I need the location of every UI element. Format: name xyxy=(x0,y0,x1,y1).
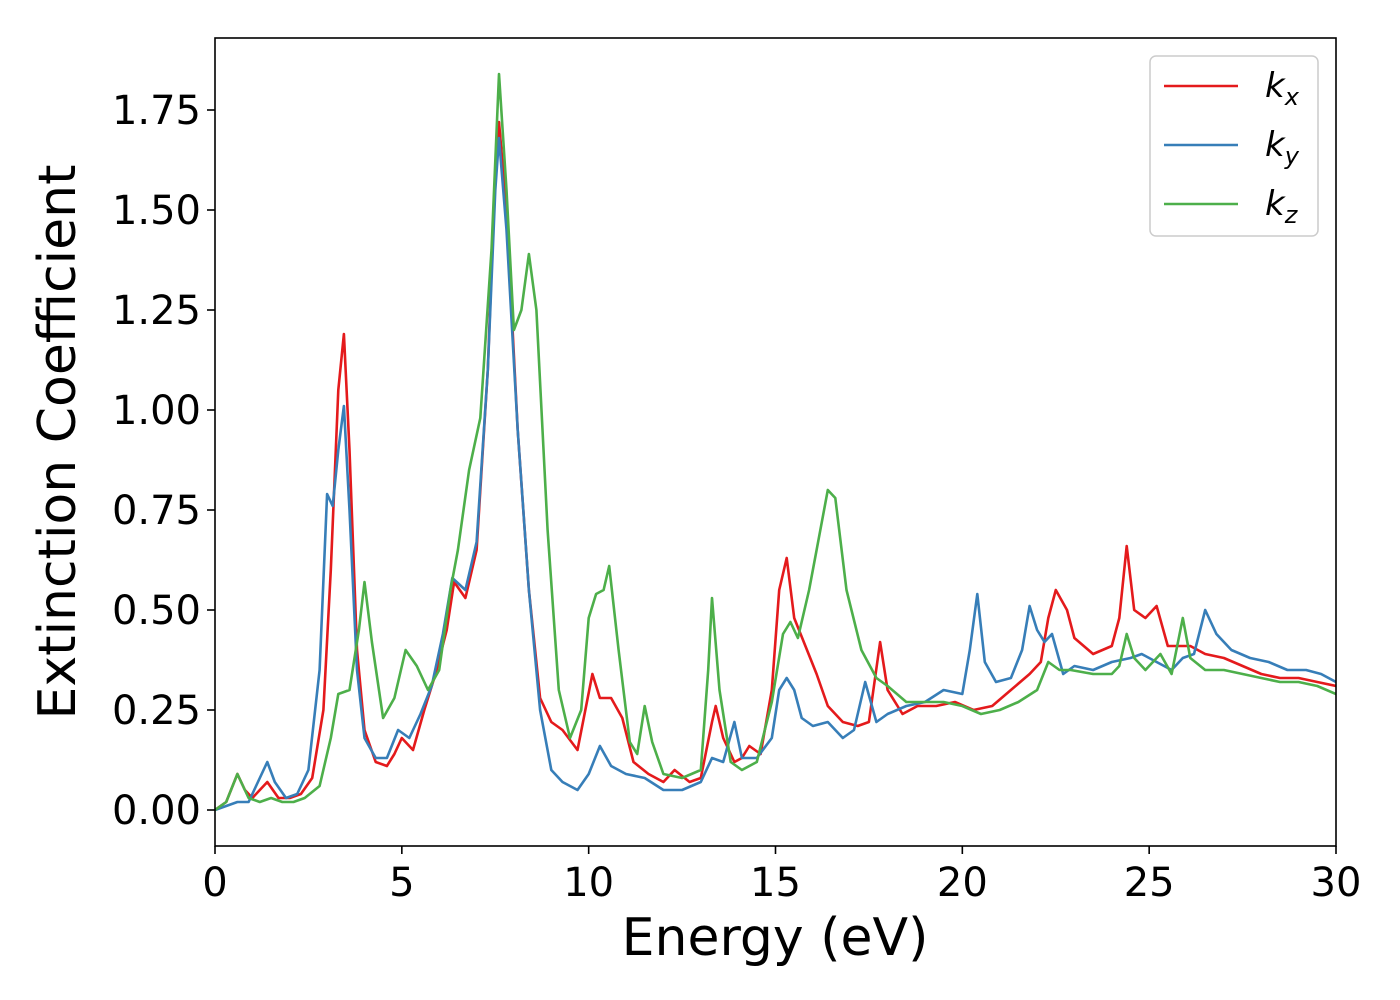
y-axis-title: Extinction Coefficient xyxy=(28,165,88,720)
legend-label-base: k xyxy=(1265,125,1286,165)
series-layer xyxy=(215,72,1336,812)
series-line-ky xyxy=(215,136,1336,812)
legend-label-subscript: y xyxy=(1284,142,1300,170)
y-tick-label: 1.75 xyxy=(112,88,201,134)
series-line-kz xyxy=(215,72,1336,812)
y-axis: 0.00 0.25 0.50 0.75 1.00 1.25 1.50 1.75 xyxy=(112,88,215,834)
x-tick-label: 15 xyxy=(750,860,801,906)
legend-label-kx: kx xyxy=(1265,66,1300,111)
x-tick-label: 10 xyxy=(563,860,614,906)
legend-label-kz: kz xyxy=(1265,184,1299,229)
legend-label-subscript: x xyxy=(1284,83,1300,111)
y-tick-label: 0.00 xyxy=(112,788,201,834)
legend-label-base: k xyxy=(1265,184,1286,224)
y-tick-label: 1.00 xyxy=(112,388,201,434)
x-axis-title: Energy (eV) xyxy=(622,908,929,968)
y-tick-label: 1.50 xyxy=(112,188,201,234)
y-tick-label: 1.25 xyxy=(112,288,201,334)
x-tick-label: 5 xyxy=(389,860,414,906)
y-tick-label: 0.75 xyxy=(112,488,201,534)
x-axis: 0 5 10 15 20 25 30 xyxy=(202,846,1361,906)
y-tick-label: 0.25 xyxy=(112,688,201,734)
legend-label-subscript: z xyxy=(1284,201,1299,229)
y-tick-label: 0.50 xyxy=(112,588,201,634)
series-line-kx xyxy=(215,120,1336,812)
x-tick-label: 0 xyxy=(202,860,227,906)
x-tick-label: 25 xyxy=(1124,860,1175,906)
x-tick-label: 30 xyxy=(1311,860,1362,906)
x-tick-label: 20 xyxy=(937,860,988,906)
legend-label-base: k xyxy=(1265,66,1286,106)
legend-label-ky: ky xyxy=(1265,125,1300,170)
